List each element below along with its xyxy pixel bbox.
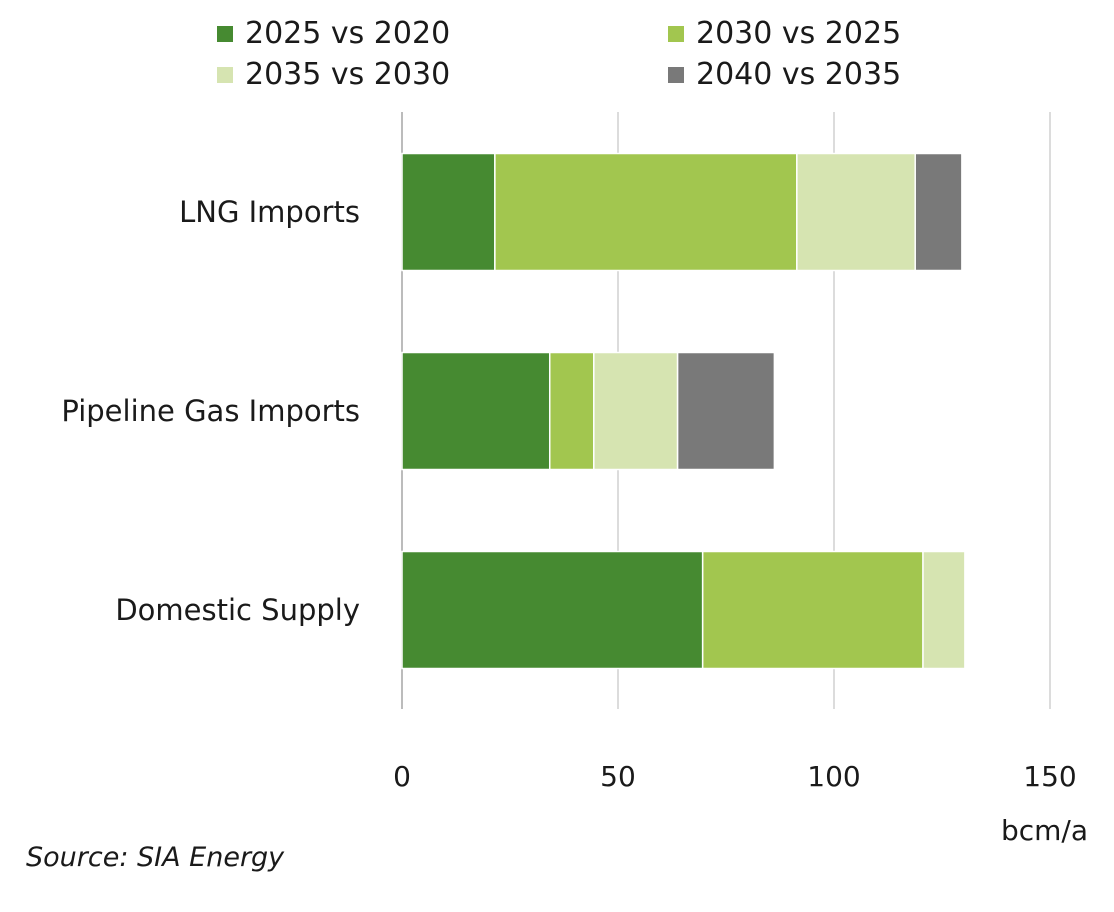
bar-segment bbox=[494, 152, 798, 272]
legend-label: 2030 vs 2025 bbox=[696, 16, 902, 51]
category-label: Pipeline Gas Imports bbox=[61, 394, 360, 428]
bar-segment bbox=[676, 351, 776, 471]
bar-segment bbox=[401, 351, 551, 471]
x-tick-label: 100 bbox=[807, 760, 860, 793]
bar-segment bbox=[796, 152, 916, 272]
bar-segment bbox=[401, 152, 496, 272]
category-label: LNG Imports bbox=[179, 195, 360, 229]
bar-segment bbox=[401, 550, 704, 670]
legend-swatch bbox=[217, 67, 233, 83]
x-axis-label: bcm/a bbox=[1001, 814, 1088, 847]
bar-segment bbox=[593, 351, 679, 471]
bar-segment bbox=[922, 550, 966, 670]
source-note: Source: SIA Energy bbox=[26, 842, 285, 873]
legend-item: 2040 vs 2035 bbox=[668, 57, 901, 93]
legend-swatch bbox=[217, 26, 233, 42]
legend-label: 2035 vs 2030 bbox=[245, 57, 451, 92]
x-tick-label: 150 bbox=[1023, 760, 1076, 793]
legend-item: 2025 vs 2020 bbox=[217, 16, 450, 52]
bar-segment bbox=[548, 351, 595, 471]
bar-segment bbox=[701, 550, 924, 670]
legend-swatch bbox=[668, 67, 684, 83]
legend-item: 2035 vs 2030 bbox=[217, 57, 450, 93]
x-tick-label: 0 bbox=[393, 760, 411, 793]
bar-segment bbox=[914, 152, 963, 272]
legend-item: 2030 vs 2025 bbox=[668, 16, 901, 52]
legend-swatch bbox=[668, 26, 684, 42]
legend-label: 2040 vs 2035 bbox=[696, 57, 902, 92]
category-label: Domestic Supply bbox=[115, 593, 360, 627]
legend-label: 2025 vs 2020 bbox=[245, 16, 451, 51]
x-tick-label: 50 bbox=[600, 760, 636, 793]
